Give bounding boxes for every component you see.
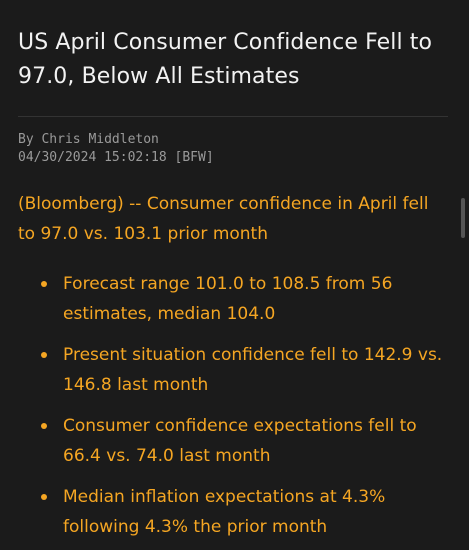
bullet-text: Present situation confidence fell to 142…	[63, 345, 443, 395]
scrollbar-thumb[interactable]	[461, 198, 465, 238]
bullet-text: Median inflation expectations at 4.3% fo…	[63, 487, 386, 537]
article-headline: US April Consumer Confidence Fell to 97.…	[18, 30, 433, 89]
headline-divider	[18, 116, 448, 117]
bullet-text: Forecast range 101.0 to 108.5 from 56 es…	[63, 274, 393, 324]
article-lead-paragraph: (Bloomberg) -- Consumer confidence in Ap…	[18, 194, 429, 244]
bullet-list: Forecast range 101.0 to 108.5 from 56 es…	[18, 269, 451, 542]
bullet-dot-icon	[41, 494, 47, 500]
bullet-item: Consumer confidence expectations fell to…	[18, 411, 448, 471]
bullet-dot-icon	[41, 352, 47, 358]
bullet-item: Forecast range 101.0 to 108.5 from 56 es…	[18, 269, 448, 329]
byline: By Chris Middleton 04/30/2024 15:02:18 […	[18, 131, 451, 167]
bullet-dot-icon	[41, 281, 47, 287]
bullet-dot-icon	[41, 423, 47, 429]
bullet-item: Median inflation expectations at 4.3% fo…	[18, 482, 448, 542]
bullet-item: Present situation confidence fell to 142…	[18, 340, 448, 400]
bullet-text: Consumer confidence expectations fell to…	[63, 416, 417, 466]
author-name[interactable]: By Chris Middleton	[18, 132, 159, 147]
publish-timestamp: 04/30/2024 15:02:18 [BFW]	[18, 150, 214, 165]
